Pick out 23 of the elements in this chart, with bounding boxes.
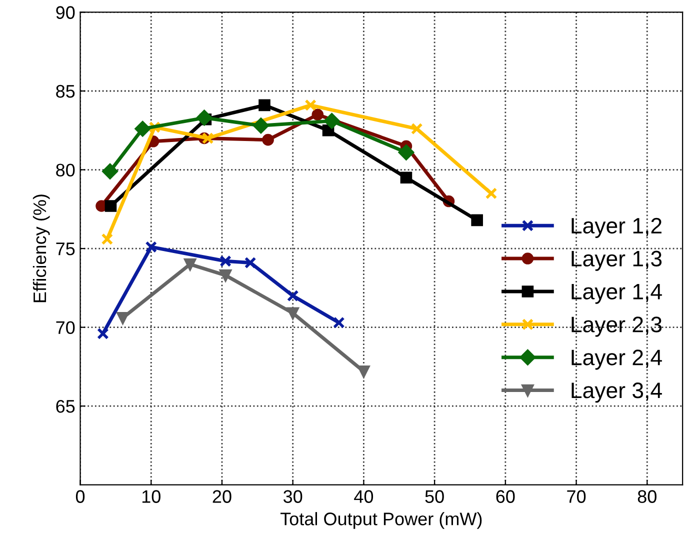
- x-tick-label: 20: [212, 490, 232, 503]
- x-tick-label: 50: [425, 490, 444, 503]
- x-tick-label: 80: [638, 490, 656, 503]
- legend-label: Layer 1,2: [572, 218, 662, 238]
- y-tick-label: 90: [56, 6, 75, 19]
- x-tick-label: 30: [283, 490, 302, 503]
- y-tick-label: 65: [56, 400, 75, 413]
- legend-label: Layer 1,3: [572, 250, 662, 271]
- x-tick-label: 70: [567, 490, 586, 503]
- y-axis-title: Efficiency (%): [32, 194, 50, 302]
- legend-label: Layer 2,4: [572, 350, 662, 370]
- y-tick-label: 80: [56, 164, 75, 176]
- x-axis-title: Total Output Power (mW): [280, 512, 482, 529]
- y-tick-label: 70: [56, 321, 75, 334]
- x-tick-label: 0: [76, 490, 85, 503]
- y-tick-label: 85: [56, 84, 75, 98]
- legend-label: Layer 3,4: [572, 382, 662, 403]
- legend-label: Layer 2,3: [572, 316, 662, 337]
- x-tick-label: 10: [142, 490, 160, 503]
- x-tick-label: 60: [496, 490, 515, 503]
- x-tick-label: 40: [354, 490, 374, 503]
- y-tick-label: 75: [56, 242, 75, 256]
- legend-label: Layer 1,4: [572, 284, 662, 304]
